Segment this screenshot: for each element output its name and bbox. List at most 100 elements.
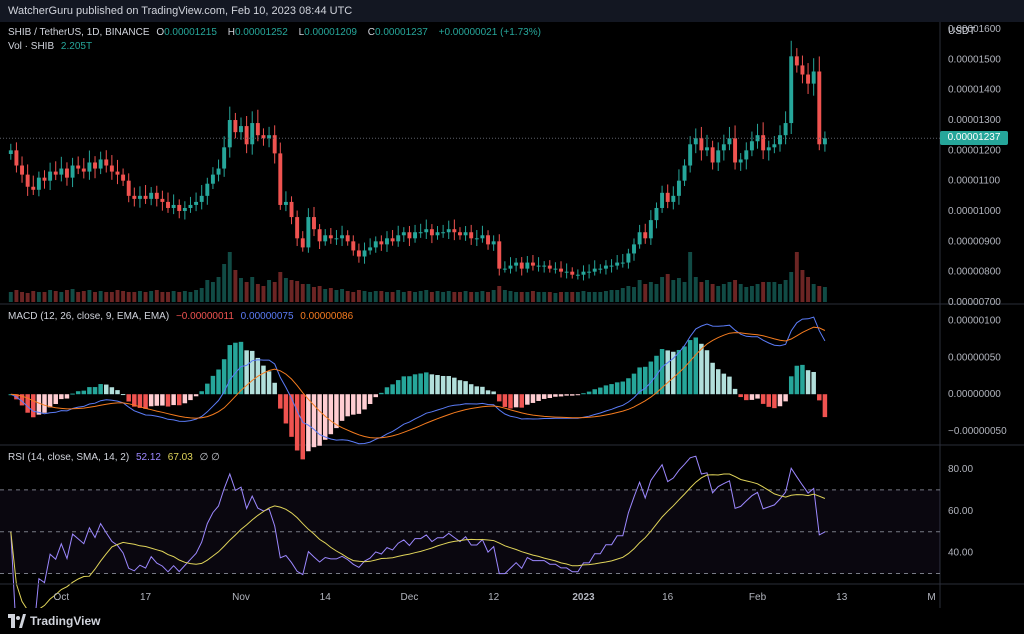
candle bbox=[435, 226, 440, 240]
candle bbox=[794, 48, 799, 73]
volume-bar bbox=[239, 278, 243, 302]
volume-bar bbox=[14, 290, 19, 302]
volume-bar bbox=[688, 252, 693, 302]
volume-bar bbox=[626, 286, 631, 302]
candle bbox=[177, 199, 182, 219]
macd-histogram-bar bbox=[367, 394, 373, 405]
macd-signal-line bbox=[10, 326, 826, 439]
candle bbox=[457, 227, 462, 240]
chart-canvas[interactable]: 0.00001600 0.00001500 0.00001400 0.00001300… bbox=[0, 22, 1024, 608]
volume-bar bbox=[721, 284, 726, 302]
candle bbox=[171, 194, 176, 215]
candle bbox=[244, 115, 249, 154]
volume-bar bbox=[109, 292, 114, 302]
time-axis-tick: M bbox=[927, 592, 935, 603]
macd-histogram-bar bbox=[513, 394, 519, 408]
macd-histogram-bar bbox=[642, 366, 648, 395]
tradingview-brand[interactable]: TradingView bbox=[30, 614, 101, 628]
volume-bar bbox=[194, 290, 199, 302]
candle bbox=[632, 238, 636, 261]
macd-histogram-bar bbox=[210, 375, 216, 395]
macd-histogram-bar bbox=[373, 394, 378, 398]
candle bbox=[272, 125, 277, 164]
volume-bar bbox=[778, 284, 782, 302]
volume-bar bbox=[738, 284, 743, 302]
volume-bar bbox=[345, 291, 350, 302]
candle bbox=[278, 142, 283, 210]
rsi-label[interactable]: RSI (14, close, SMA, 14, 2) bbox=[8, 452, 130, 463]
candle bbox=[418, 223, 423, 238]
macd-histogram-bar bbox=[648, 361, 654, 395]
macd-histogram-bar bbox=[249, 350, 255, 395]
candle bbox=[154, 185, 159, 207]
macd-histogram-bar bbox=[407, 376, 412, 395]
volume-bar bbox=[121, 291, 126, 302]
macd-histogram-bar bbox=[182, 394, 188, 404]
macd-histogram-bar bbox=[345, 394, 350, 417]
macd-histogram-bar bbox=[794, 365, 800, 395]
volume-bar bbox=[609, 290, 614, 302]
macd-histogram-bar bbox=[199, 391, 204, 395]
volume-bar bbox=[514, 292, 519, 302]
volume-bar bbox=[800, 270, 805, 302]
volume-bar bbox=[250, 277, 255, 302]
volume-bar bbox=[20, 292, 25, 302]
high-label: H bbox=[227, 27, 235, 38]
candle bbox=[671, 186, 676, 210]
candle bbox=[255, 109, 260, 142]
price-axis-tick: 0.00001300 bbox=[948, 115, 1001, 126]
macd-histogram-bar bbox=[671, 351, 676, 395]
candle bbox=[452, 219, 457, 241]
candle bbox=[637, 224, 642, 249]
macd-histogram-bar bbox=[817, 394, 822, 401]
high-value: 0.00001252 bbox=[234, 27, 288, 38]
candle bbox=[559, 261, 563, 278]
macd-histogram-bar bbox=[311, 394, 317, 448]
volume-bar bbox=[356, 290, 361, 302]
candle bbox=[469, 224, 474, 245]
volume-bar bbox=[8, 292, 13, 302]
open-label: O bbox=[156, 27, 165, 38]
symbol-label[interactable]: SHIB / TetherUS, 1D, BINANCE bbox=[8, 27, 150, 38]
volume-bar bbox=[351, 292, 356, 302]
macd-histogram-bar bbox=[631, 373, 637, 395]
volume-bar bbox=[676, 278, 681, 302]
candle bbox=[76, 156, 81, 175]
macd-histogram-bar bbox=[70, 393, 75, 395]
volume-bar bbox=[660, 277, 665, 302]
volume-bar bbox=[154, 290, 159, 302]
candle bbox=[222, 136, 227, 177]
volume-bar bbox=[643, 284, 648, 302]
candle bbox=[328, 228, 333, 244]
volume-bar bbox=[272, 282, 277, 302]
macd-label[interactable]: MACD (12, 26, close, 9, EMA, EMA) bbox=[8, 311, 170, 322]
macd-histogram-bar bbox=[603, 385, 609, 395]
price-axis-tick: 0.00001000 bbox=[948, 206, 1001, 217]
volume-bar bbox=[806, 277, 811, 302]
macd-histogram-bar bbox=[126, 394, 131, 402]
candle bbox=[233, 112, 238, 139]
candle bbox=[429, 224, 434, 244]
volume-bar bbox=[710, 284, 715, 302]
candle bbox=[598, 264, 603, 274]
volume-bar bbox=[36, 292, 41, 302]
macd-histogram-bar bbox=[261, 365, 266, 395]
volume-bar bbox=[547, 292, 552, 302]
candle bbox=[98, 151, 103, 175]
macd-histogram-bar bbox=[59, 394, 64, 400]
candle bbox=[615, 255, 620, 270]
price-axis-tick: 0.00001200 bbox=[948, 145, 1001, 156]
volume-bar bbox=[25, 293, 30, 302]
volume-bar bbox=[598, 292, 603, 302]
volume-bar bbox=[486, 292, 491, 302]
macd-axis-tick: −0.00000050 bbox=[948, 426, 1007, 437]
macd-histogram-bar bbox=[541, 394, 547, 399]
volume-bar bbox=[463, 291, 468, 302]
candle bbox=[8, 143, 13, 160]
volume-bar bbox=[615, 290, 620, 302]
candle bbox=[536, 257, 541, 272]
macd-histogram-bar bbox=[289, 394, 294, 437]
volume-bar bbox=[733, 280, 738, 302]
volume-bar bbox=[295, 281, 300, 302]
volume-bar bbox=[137, 291, 142, 302]
